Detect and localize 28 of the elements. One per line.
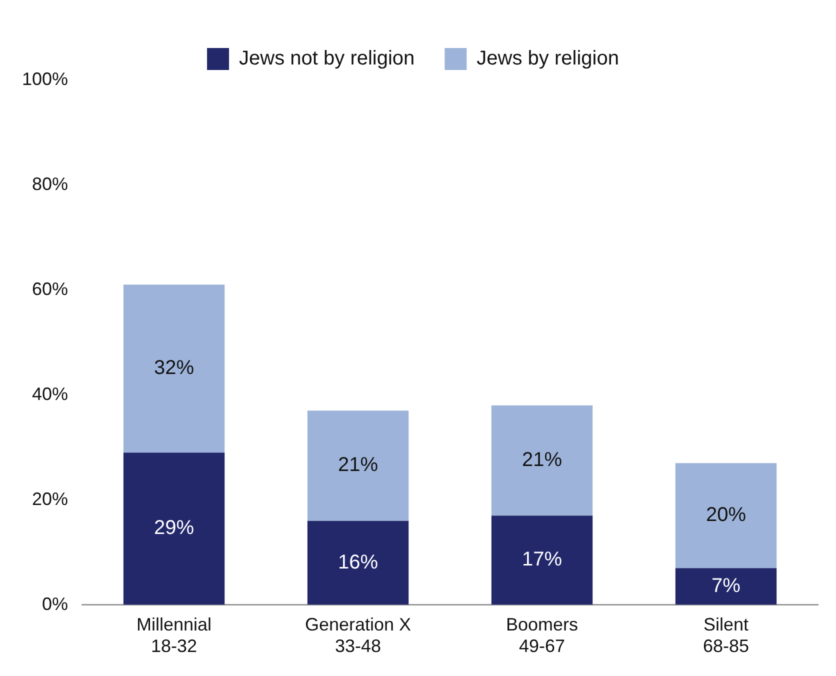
y-tick-label: 0% xyxy=(42,594,68,614)
bar xyxy=(675,463,777,568)
bar xyxy=(307,520,409,605)
data-label: 32% xyxy=(154,357,194,380)
x-tick-label: Silent 68-85 xyxy=(702,614,750,656)
x-tick-label: Millennial 18-32 xyxy=(136,614,212,656)
data-label: 20% xyxy=(706,504,746,526)
data-label: 17% xyxy=(522,548,562,571)
x-tick-label: Boomers 49-67 xyxy=(506,614,578,656)
data-label: 29% xyxy=(154,517,194,540)
y-tick-label: 100% xyxy=(22,68,68,89)
y-tick-label: 40% xyxy=(32,384,68,404)
legend-label: Jews not by religion xyxy=(239,48,415,70)
legend-label: Jews by religion xyxy=(476,48,619,70)
bar xyxy=(491,405,593,516)
y-tick-label: 60% xyxy=(32,278,68,299)
bar xyxy=(307,410,409,521)
bar xyxy=(491,516,593,605)
data-label: 16% xyxy=(338,551,378,574)
y-tick-label: 80% xyxy=(32,174,68,194)
bar xyxy=(123,284,225,453)
bar xyxy=(675,568,777,605)
data-label: 21% xyxy=(522,448,562,471)
x-tick-label: Generation X 33-48 xyxy=(304,614,412,656)
data-label: 21% xyxy=(338,454,378,476)
bar xyxy=(123,452,225,605)
data-label: 7% xyxy=(712,574,741,597)
y-tick-label: 20% xyxy=(32,488,68,509)
